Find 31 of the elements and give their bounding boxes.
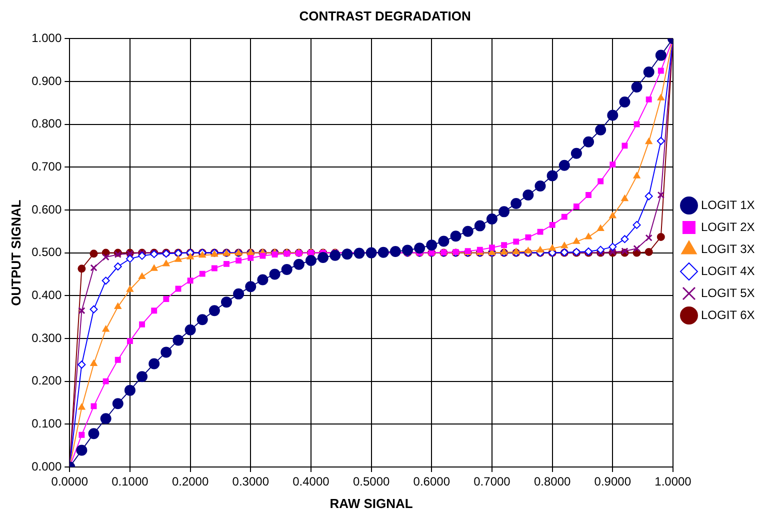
y-tick-label: 0.700 — [32, 159, 62, 174]
x-tick-label: 0.7000 — [474, 474, 511, 489]
x-tick-label: 0.9000 — [594, 474, 632, 489]
x-tick-label: 0.1000 — [112, 474, 149, 489]
legend-label: LOGIT 1X — [700, 198, 755, 212]
x-tick-label: 0.2000 — [172, 474, 209, 489]
x-tick-label: 0.0000 — [51, 474, 88, 489]
legend-label: LOGIT 3X — [700, 242, 755, 256]
legend-label: LOGIT 2X — [700, 220, 755, 234]
x-tick-label: 0.6000 — [413, 474, 450, 489]
y-tick-label: 0.300 — [32, 330, 62, 345]
y-tick-label: 1.000 — [32, 30, 62, 45]
y-tick-label: 0.100 — [32, 416, 62, 430]
x-tick-label: 0.8000 — [534, 474, 571, 489]
y-tick-label: 0.000 — [32, 459, 62, 474]
y-tick-label: 0.500 — [32, 245, 62, 260]
y-tick-label: 0.200 — [32, 374, 62, 388]
x-tick-label: 0.3000 — [232, 474, 270, 489]
y-axis-title: OUTPUT SIGNAL — [8, 200, 24, 306]
y-tick-label: 0.400 — [32, 288, 62, 302]
y-tick-label: 0.800 — [32, 116, 62, 131]
y-tick-label: 0.900 — [32, 74, 62, 88]
x-axis-title: RAW SIGNAL — [330, 496, 413, 511]
chart-title: CONTRAST DEGRADATION — [299, 8, 471, 24]
legend-label: LOGIT 4X — [700, 264, 755, 278]
legend-label: LOGIT 5X — [700, 286, 755, 300]
x-tick-label: 1.0000 — [654, 474, 692, 489]
x-tick-label: 0.5000 — [352, 474, 390, 489]
y-tick-label: 0.600 — [32, 202, 62, 216]
x-tick-label: 0.4000 — [292, 474, 330, 489]
legend-label: LOGIT 6X — [700, 308, 755, 322]
